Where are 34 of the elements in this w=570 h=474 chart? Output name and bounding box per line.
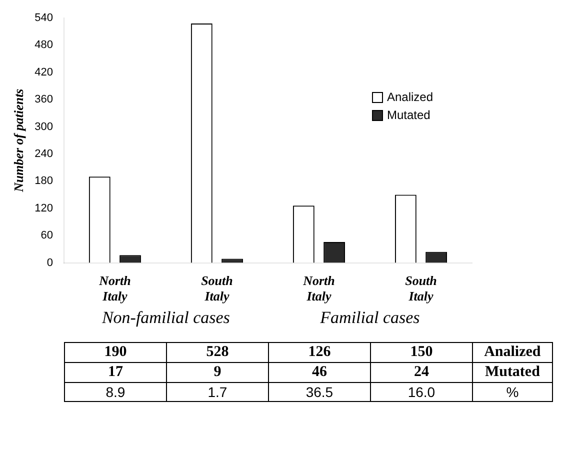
y-tick-label: 480: [34, 39, 53, 52]
legend-label: Mutated: [387, 107, 430, 124]
x-tick-label: North Italy: [302, 272, 335, 304]
data-label: 190: [64, 342, 166, 362]
y-tick-label: 0: [46, 256, 53, 269]
text: Familial cases: [319, 308, 421, 328]
y-tick-label: 360: [34, 94, 53, 106]
text: 8.9: [64, 382, 166, 402]
data-label: 9: [166, 362, 268, 382]
y-axis-title: Number of patients: [11, 88, 26, 194]
x-tick-label: South Italy: [405, 272, 437, 304]
text: Non-familial cases: [100, 308, 231, 328]
text: %: [472, 382, 552, 402]
y-tick-label: 540: [34, 12, 53, 24]
text: Analized: [387, 89, 434, 106]
x-tick-label: North Italy: [98, 272, 131, 304]
data-label: 46: [268, 362, 370, 382]
text: Mutated: [484, 364, 540, 380]
data-label: 126: [268, 342, 370, 362]
y-tick-label: 240: [34, 148, 53, 160]
data-label: 17: [64, 362, 166, 382]
y-tick-label: 420: [34, 66, 53, 78]
y-tick-label: 120: [34, 202, 53, 214]
text: 16.0: [370, 382, 472, 402]
text: 36.5: [268, 382, 370, 402]
text: Analized: [484, 344, 541, 360]
x-tick-label: South Italy: [201, 272, 233, 304]
y-tick-label: 180: [34, 175, 53, 188]
text: 1.7: [166, 382, 268, 402]
data-label: 24: [370, 362, 472, 382]
data-label: 528: [166, 342, 268, 362]
data-label: 150: [370, 342, 472, 362]
y-tick-label: 60: [40, 230, 53, 242]
y-tick-label: 300: [34, 120, 53, 133]
